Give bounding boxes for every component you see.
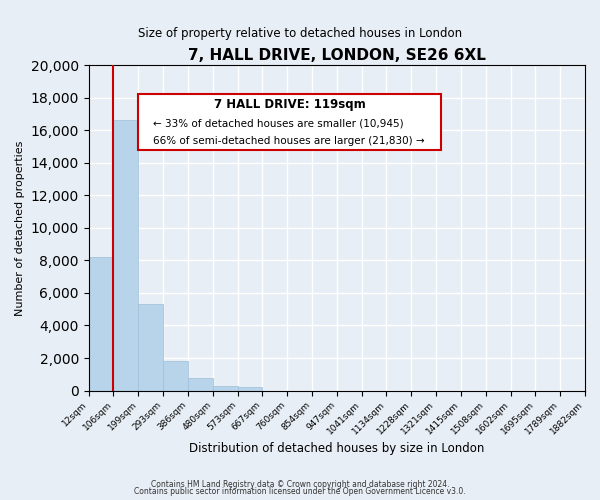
Text: Contains public sector information licensed under the Open Government Licence v3: Contains public sector information licen… [134,488,466,496]
Text: 66% of semi-detached houses are larger (21,830) →: 66% of semi-detached houses are larger (… [153,136,425,146]
Bar [163,362,188,390]
FancyBboxPatch shape [138,94,441,150]
Title: 7, HALL DRIVE, LONDON, SE26 6XL: 7, HALL DRIVE, LONDON, SE26 6XL [188,48,486,62]
Text: Size of property relative to detached houses in London: Size of property relative to detached ho… [138,28,462,40]
Y-axis label: Number of detached properties: Number of detached properties [15,140,25,316]
Bar [89,257,113,390]
Bar [213,386,238,390]
Text: Contains HM Land Registry data © Crown copyright and database right 2024.: Contains HM Land Registry data © Crown c… [151,480,449,489]
Bar [238,388,262,390]
Text: ← 33% of detached houses are smaller (10,945): ← 33% of detached houses are smaller (10… [153,118,404,128]
Text: 7 HALL DRIVE: 119sqm: 7 HALL DRIVE: 119sqm [214,98,365,110]
Bar [138,304,163,390]
X-axis label: Distribution of detached houses by size in London: Distribution of detached houses by size … [189,442,485,455]
Bar [113,120,138,390]
Bar [188,378,213,390]
